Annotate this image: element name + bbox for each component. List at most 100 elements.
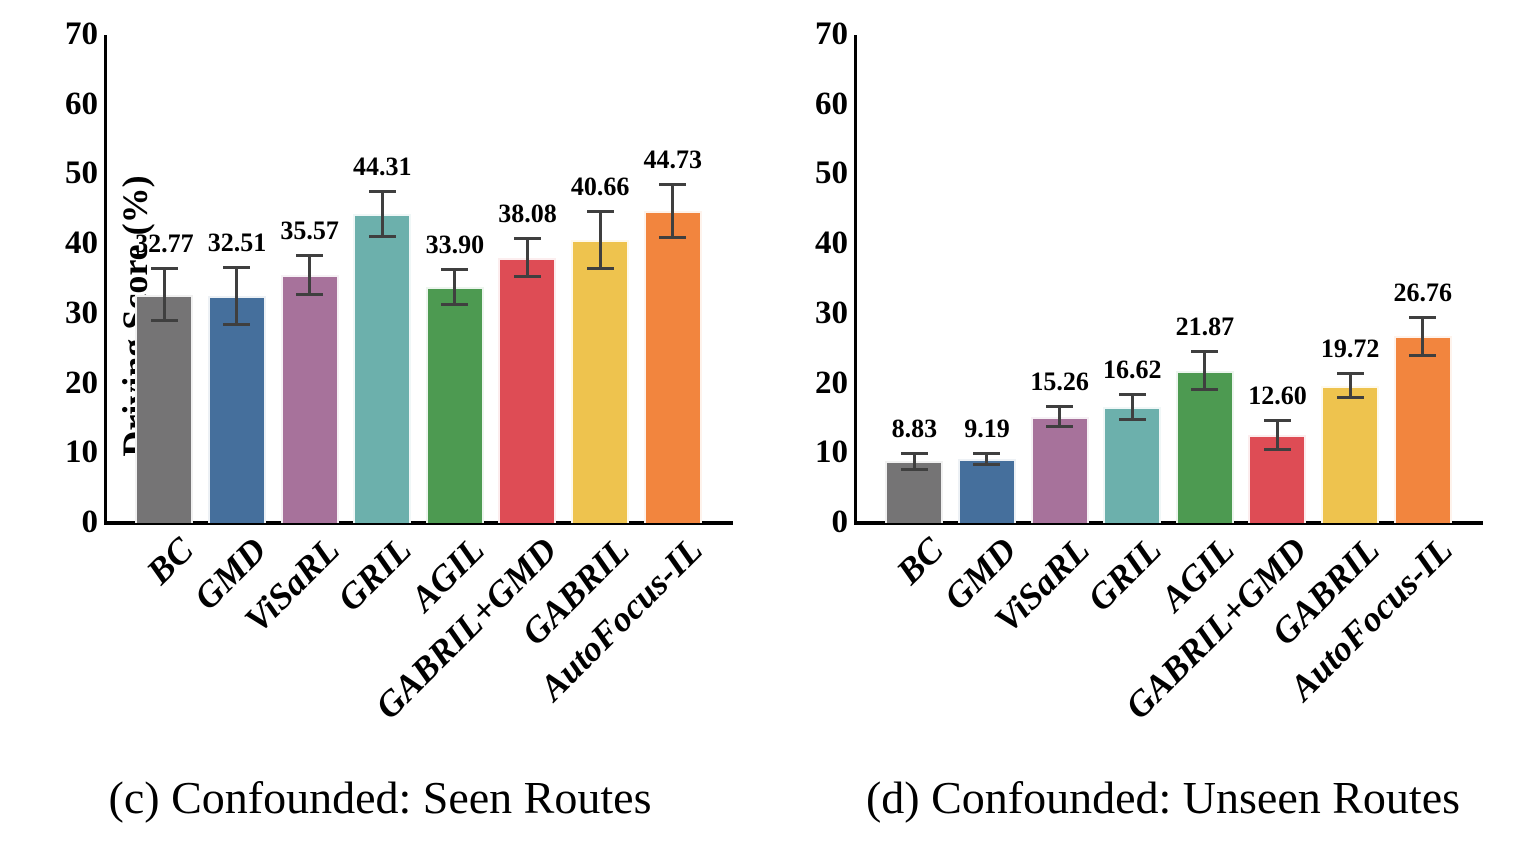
bar-GABRIL xyxy=(571,239,630,523)
error-cap-bottom xyxy=(900,467,928,471)
value-label: 19.72 xyxy=(1320,334,1380,364)
y-tick-label: 70 xyxy=(815,15,848,52)
error-cap-top xyxy=(1409,316,1437,320)
error-cap-bottom xyxy=(659,236,687,240)
value-label: 35.57 xyxy=(280,216,339,246)
error-cap-bottom xyxy=(368,234,396,238)
y-tick-label: 70 xyxy=(65,15,98,52)
x-axis-line xyxy=(854,521,1483,525)
error-cap-top xyxy=(441,267,469,271)
value-label: 44.31 xyxy=(352,152,412,182)
y-tick-label: 50 xyxy=(65,155,98,192)
error-cap-top xyxy=(1191,350,1219,354)
error-cap-bottom xyxy=(1336,395,1364,399)
error-cap-top xyxy=(296,254,324,258)
error-cap-top xyxy=(150,267,178,271)
plot-area-seen-routes: Driving Score (%) 01020304050607032.77BC… xyxy=(65,17,730,726)
value-label: 15.26 xyxy=(1030,367,1089,397)
error-bar xyxy=(985,451,989,466)
bar-ViSaRL xyxy=(1030,416,1089,523)
error-bar xyxy=(1130,393,1134,422)
y-tick-label: 30 xyxy=(815,294,848,331)
error-cap-top xyxy=(223,266,251,270)
caption-unseen-routes: (d) Confounded: Unseen Routes xyxy=(865,772,1461,823)
value-label: 26.76 xyxy=(1393,278,1452,308)
y-tick-label: 0 xyxy=(831,503,849,540)
y-tick-label: 60 xyxy=(815,85,848,122)
error-cap-top xyxy=(513,236,541,240)
x-tick-text: GRIL xyxy=(329,529,420,619)
y-tick-label: 40 xyxy=(65,224,98,261)
error-cap-top xyxy=(659,183,687,187)
value-label: 12.60 xyxy=(1248,381,1307,411)
y-tick-label: 20 xyxy=(65,364,98,401)
bar-AutoFocus-IL xyxy=(643,211,702,523)
error-cap-bottom xyxy=(296,292,324,296)
bar-AGIL xyxy=(1175,370,1234,523)
bar-ViSaRL xyxy=(280,275,339,523)
value-label: 38.08 xyxy=(498,198,557,228)
error-cap-top xyxy=(1118,393,1146,397)
error-cap-bottom xyxy=(513,275,541,279)
x-tick-text: BC xyxy=(888,529,952,592)
error-bar xyxy=(1058,405,1062,428)
bar-GRIL xyxy=(353,214,412,523)
error-cap-top xyxy=(586,209,614,213)
error-cap-bottom xyxy=(1409,353,1437,357)
value-label: 9.19 xyxy=(964,413,1010,443)
bar-AGIL xyxy=(425,286,484,523)
error-bar xyxy=(308,254,312,296)
error-cap-bottom xyxy=(441,302,469,306)
y-tick-label: 10 xyxy=(815,434,848,471)
error-cap-bottom xyxy=(150,318,178,322)
error-cap-top xyxy=(1336,372,1364,376)
error-bar xyxy=(1203,350,1207,391)
error-cap-top xyxy=(368,190,396,194)
value-label: 32.51 xyxy=(207,228,267,258)
x-tick-text: GRIL xyxy=(1079,529,1170,619)
bar-GMD xyxy=(207,296,266,523)
error-bar xyxy=(380,190,384,238)
error-bar xyxy=(235,266,239,327)
error-cap-bottom xyxy=(1263,448,1291,452)
x-axis-line xyxy=(104,521,733,525)
value-label: 16.62 xyxy=(1102,355,1162,385)
y-tick-label: 30 xyxy=(65,294,98,331)
error-bar xyxy=(525,236,529,279)
error-bar xyxy=(453,267,457,306)
y-axis-line xyxy=(854,35,857,525)
error-cap-top xyxy=(1046,405,1074,409)
error-cap-bottom xyxy=(1118,418,1146,422)
y-tick-label: 60 xyxy=(65,85,98,122)
error-bar xyxy=(162,267,166,322)
error-bar xyxy=(1348,372,1352,399)
error-cap-top xyxy=(900,452,928,456)
value-label: 40.66 xyxy=(570,171,630,201)
bar-GABRIL+GMD xyxy=(498,257,557,523)
error-bar xyxy=(1421,316,1425,357)
y-tick-label: 10 xyxy=(65,434,98,471)
value-label: 32.77 xyxy=(135,229,194,259)
error-bar xyxy=(912,452,916,471)
caption-seen-routes: (c) Confounded: Seen Routes xyxy=(108,772,652,823)
plot-area-unseen-routes: 0 10 20 30 40 50 60 70 8.83 BC 9.19 GMD 15.26 ViSaRL 1… xyxy=(815,17,1480,726)
error-cap-bottom xyxy=(1046,424,1074,428)
bar-GRIL xyxy=(1103,407,1162,523)
error-cap-top xyxy=(973,451,1001,455)
error-cap-bottom xyxy=(973,462,1001,466)
error-bar xyxy=(598,209,602,270)
bar-BC xyxy=(135,294,194,523)
value-label: 44.73 xyxy=(643,145,702,175)
bar-GMD xyxy=(957,458,1016,523)
y-tick-label: 50 xyxy=(815,155,848,192)
y-tick-label: 40 xyxy=(815,224,848,261)
value-label: 8.83 xyxy=(891,414,938,444)
bar-GABRIL xyxy=(1321,385,1380,523)
error-cap-bottom xyxy=(1191,387,1219,391)
y-tick-label: 20 xyxy=(815,364,848,401)
error-cap-bottom xyxy=(586,266,614,270)
bar-AutoFocus-IL xyxy=(1393,336,1452,523)
value-label: 33.90 xyxy=(425,229,485,259)
y-tick-label: 0 xyxy=(81,503,99,540)
